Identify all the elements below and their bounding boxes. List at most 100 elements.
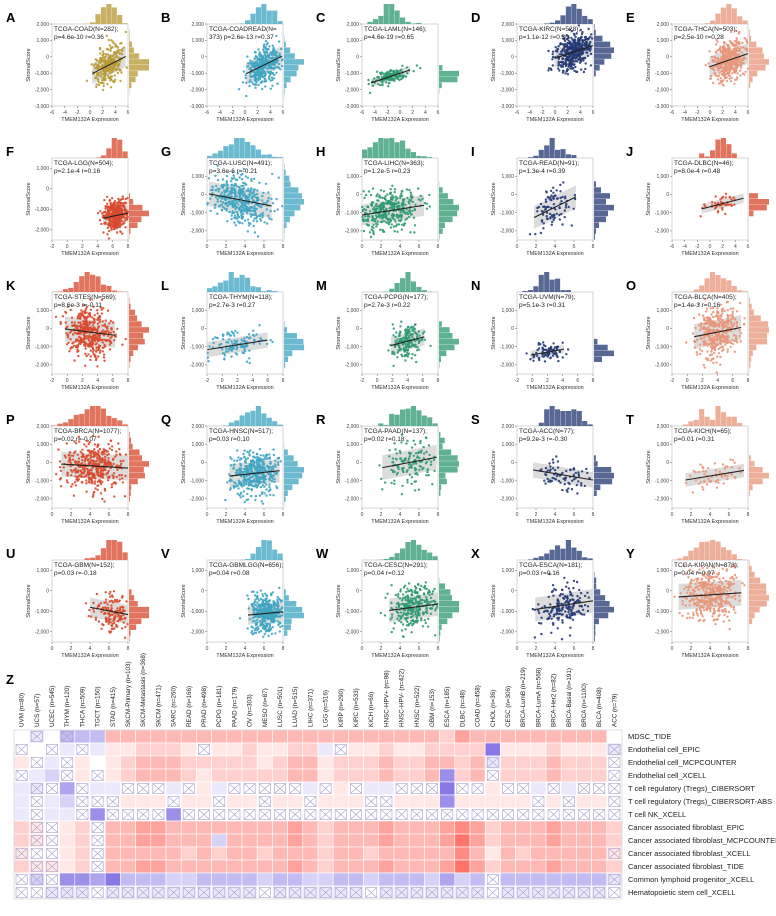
data-point	[270, 52, 273, 55]
data-point	[69, 338, 72, 341]
data-point	[68, 350, 71, 353]
data-point	[253, 73, 256, 77]
data-point	[96, 327, 100, 330]
data-point	[559, 190, 562, 193]
panel-title: TCGA-DLBC(N=46);	[674, 160, 734, 167]
data-point	[565, 56, 569, 59]
y-histogram-bar	[749, 210, 754, 217]
data-point	[536, 348, 539, 352]
data-point	[221, 352, 225, 355]
data-point	[231, 212, 234, 215]
data-point	[223, 197, 226, 200]
data-point	[236, 212, 239, 215]
x-tick-label: 0	[89, 110, 92, 116]
data-point	[108, 199, 111, 202]
data-point	[729, 345, 732, 348]
panel-title: TCGA-READ(N=91);	[519, 160, 579, 167]
data-point	[394, 71, 398, 75]
x-tick-label: -6	[360, 110, 365, 116]
data-point	[124, 209, 128, 213]
scatter-panel-b: B-6 -4 -2 0 2 4 6-3,000-2,000-1,00001,0002,000…	[161, 4, 304, 123]
data-point	[400, 218, 403, 222]
data-point	[409, 195, 412, 198]
data-point	[235, 201, 238, 204]
data-point	[92, 64, 96, 67]
data-point	[64, 321, 67, 324]
data-point	[113, 207, 116, 210]
data-point	[735, 61, 739, 64]
data-point	[254, 86, 257, 89]
y-histogram-bar	[594, 35, 603, 42]
data-point	[81, 326, 85, 329]
data-point	[230, 340, 233, 343]
data-point	[108, 225, 111, 228]
data-point	[714, 195, 717, 198]
data-point	[562, 181, 565, 184]
data-point	[101, 50, 105, 53]
data-point	[379, 204, 382, 207]
data-point	[401, 343, 404, 346]
data-point	[117, 205, 121, 208]
plot-area	[361, 23, 439, 107]
data-point	[391, 184, 394, 187]
y-axis-label: StromalScore	[181, 48, 187, 81]
data-point	[586, 37, 589, 41]
data-point	[246, 65, 249, 68]
data-point	[110, 221, 114, 225]
data-point	[398, 334, 401, 338]
data-point	[104, 222, 107, 225]
data-point	[390, 223, 393, 226]
y-tick-label: 1,000	[346, 174, 359, 180]
data-point	[730, 198, 733, 201]
data-point	[720, 308, 724, 311]
data-point	[256, 62, 260, 65]
data-point	[78, 331, 81, 334]
data-point	[370, 228, 373, 231]
x-tick-label: -6	[670, 110, 675, 116]
data-point	[534, 232, 537, 236]
data-point	[273, 209, 276, 213]
x-tick-label: 2	[380, 244, 383, 250]
data-point	[265, 47, 268, 51]
data-point	[267, 191, 270, 194]
data-point	[256, 58, 259, 61]
data-point	[101, 320, 105, 323]
data-point	[554, 346, 557, 349]
y-histogram-bar	[284, 53, 295, 59]
data-point	[124, 201, 127, 204]
data-point	[87, 344, 91, 347]
x-tick-label: 4	[716, 378, 719, 384]
data-point	[387, 82, 390, 85]
data-point	[228, 338, 231, 341]
data-point	[271, 172, 274, 176]
data-point	[121, 343, 124, 346]
data-point	[736, 65, 739, 68]
data-point	[253, 177, 256, 180]
data-point	[394, 75, 397, 78]
data-point	[556, 48, 559, 51]
data-point	[69, 461, 73, 465]
x-tick-label: 6	[437, 110, 440, 116]
x-tick-label: 4	[406, 378, 409, 384]
data-point	[92, 493, 95, 497]
y-tick-label: -2,000	[190, 363, 204, 369]
data-point	[252, 219, 255, 223]
y-tick-label: -3,000	[35, 104, 49, 110]
x-tick-label: -2	[50, 244, 55, 250]
data-point	[405, 348, 408, 351]
data-point	[721, 55, 724, 58]
data-point	[402, 209, 405, 213]
data-point	[574, 44, 577, 47]
data-point	[707, 62, 710, 65]
x-tick-label: 0	[361, 244, 364, 250]
data-point	[554, 208, 557, 211]
data-point	[413, 231, 416, 234]
data-point	[726, 350, 729, 353]
data-point	[551, 50, 555, 53]
data-point	[113, 62, 117, 66]
data-point	[261, 57, 264, 61]
data-point	[414, 354, 417, 357]
data-point	[246, 212, 249, 215]
data-point	[278, 54, 281, 57]
